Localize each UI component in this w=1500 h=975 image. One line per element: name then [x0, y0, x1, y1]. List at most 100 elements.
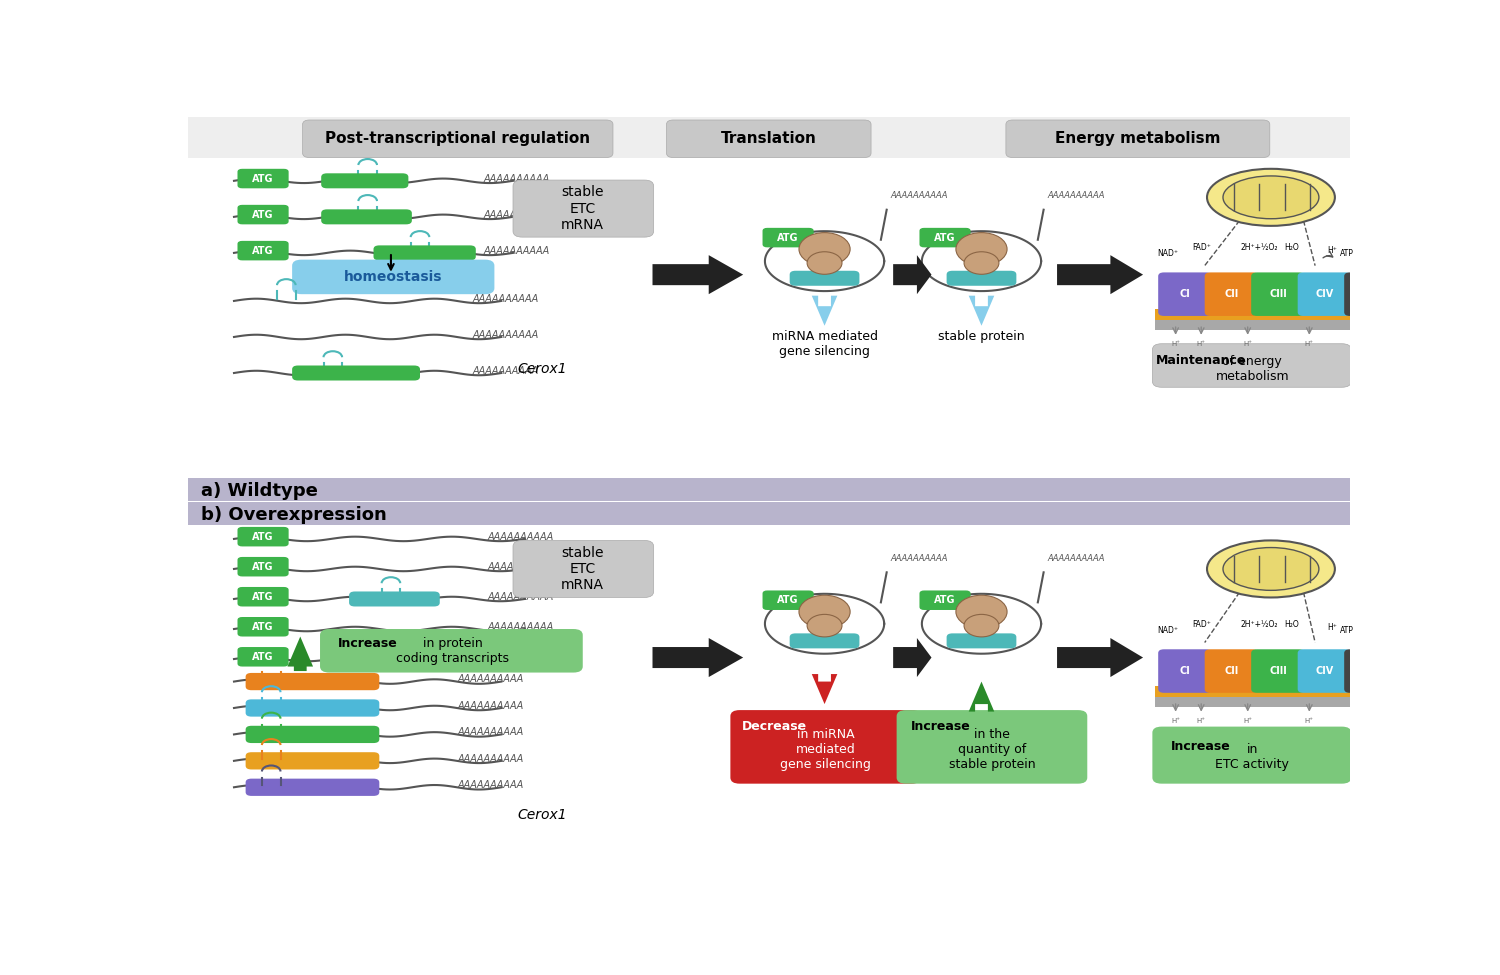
Text: AAAAAAAAAA: AAAAAAAAAA — [488, 622, 554, 632]
Text: CV: CV — [1364, 290, 1378, 299]
FancyBboxPatch shape — [1204, 272, 1258, 316]
Text: AAAAAAAAAA: AAAAAAAAAA — [458, 727, 524, 737]
FancyBboxPatch shape — [513, 540, 654, 598]
Text: Increase: Increase — [338, 637, 398, 649]
Circle shape — [956, 595, 1006, 628]
Text: Post-transcriptional regulation: Post-transcriptional regulation — [326, 132, 591, 146]
FancyBboxPatch shape — [246, 725, 380, 743]
Text: NAD⁺: NAD⁺ — [1156, 250, 1178, 258]
Ellipse shape — [1222, 548, 1318, 590]
FancyBboxPatch shape — [789, 634, 859, 648]
Text: Increase: Increase — [1172, 740, 1232, 753]
FancyBboxPatch shape — [513, 180, 654, 237]
Text: in the
quantity of
stable protein: in the quantity of stable protein — [948, 727, 1035, 770]
Text: H₂O: H₂O — [1284, 243, 1299, 253]
Text: ATG: ATG — [777, 595, 800, 605]
Circle shape — [807, 614, 842, 637]
Text: FAD⁺: FAD⁺ — [1192, 243, 1210, 253]
Ellipse shape — [1222, 176, 1318, 218]
FancyBboxPatch shape — [1204, 649, 1258, 693]
Text: miRNA mediated
gene silencing: miRNA mediated gene silencing — [771, 331, 877, 358]
Text: AAAAAAAAAA: AAAAAAAAAA — [458, 754, 524, 763]
Text: in protein
coding transcripts: in protein coding transcripts — [396, 637, 508, 665]
Bar — [188, 117, 1350, 158]
FancyBboxPatch shape — [237, 647, 288, 667]
Text: H⁺: H⁺ — [1305, 341, 1314, 347]
Text: homeostasis: homeostasis — [344, 270, 442, 284]
FancyBboxPatch shape — [1152, 344, 1352, 387]
Polygon shape — [969, 295, 994, 326]
Bar — [1155, 696, 1416, 707]
Text: AAAAAAAAAA: AAAAAAAAAA — [472, 293, 538, 303]
Text: H⁺: H⁺ — [1172, 719, 1180, 724]
FancyBboxPatch shape — [789, 271, 859, 286]
Polygon shape — [288, 637, 314, 671]
FancyBboxPatch shape — [237, 617, 288, 637]
Polygon shape — [1058, 638, 1143, 677]
Text: in miRNA
mediated
gene silencing: in miRNA mediated gene silencing — [780, 727, 871, 770]
FancyBboxPatch shape — [321, 210, 413, 224]
Text: in
ETC activity: in ETC activity — [1215, 743, 1290, 770]
Text: AAAAAAAAAA: AAAAAAAAAA — [458, 675, 524, 684]
Text: ATG: ATG — [777, 233, 800, 243]
FancyBboxPatch shape — [1007, 120, 1270, 158]
Text: Energy metabolism: Energy metabolism — [1054, 132, 1221, 146]
Text: AAAAAAAAAA: AAAAAAAAAA — [484, 210, 550, 219]
FancyBboxPatch shape — [237, 205, 288, 224]
Text: CIV: CIV — [1316, 290, 1334, 299]
Bar — [1155, 686, 1416, 696]
Polygon shape — [812, 674, 837, 704]
Text: CIV: CIV — [1316, 666, 1334, 676]
Ellipse shape — [1208, 169, 1335, 226]
FancyBboxPatch shape — [730, 710, 921, 784]
FancyBboxPatch shape — [1344, 649, 1398, 693]
FancyBboxPatch shape — [946, 271, 1017, 286]
Text: ATG: ATG — [934, 595, 956, 605]
Text: AAAAAAAAAA: AAAAAAAAAA — [890, 554, 948, 564]
FancyBboxPatch shape — [920, 228, 970, 248]
Text: NAD⁺: NAD⁺ — [1156, 626, 1178, 635]
FancyBboxPatch shape — [1152, 726, 1352, 784]
Text: AAAAAAAAAA: AAAAAAAAAA — [484, 174, 550, 183]
Text: FAD⁺: FAD⁺ — [1192, 620, 1210, 629]
Text: H⁺: H⁺ — [1328, 246, 1338, 255]
FancyBboxPatch shape — [237, 587, 288, 606]
FancyBboxPatch shape — [1344, 272, 1398, 316]
FancyBboxPatch shape — [237, 241, 288, 260]
FancyBboxPatch shape — [320, 629, 582, 673]
Text: ATG: ATG — [934, 233, 956, 243]
Text: a) Wildtype: a) Wildtype — [201, 482, 318, 500]
Text: H⁺: H⁺ — [1197, 341, 1206, 347]
Text: AAAAAAAAAA: AAAAAAAAAA — [488, 562, 554, 571]
Polygon shape — [652, 638, 742, 677]
Bar — [188, 478, 1350, 501]
FancyBboxPatch shape — [1251, 272, 1305, 316]
FancyBboxPatch shape — [946, 634, 1017, 648]
FancyBboxPatch shape — [1251, 649, 1305, 693]
Text: AAAAAAAAAA: AAAAAAAAAA — [472, 366, 538, 375]
Text: AAAAAAAAAA: AAAAAAAAAA — [484, 246, 550, 255]
Circle shape — [807, 252, 842, 274]
FancyBboxPatch shape — [762, 228, 813, 248]
Text: H⁺: H⁺ — [1244, 719, 1252, 724]
Text: H⁺: H⁺ — [1328, 623, 1338, 632]
Text: CIII: CIII — [1269, 290, 1287, 299]
Polygon shape — [652, 255, 742, 294]
FancyBboxPatch shape — [897, 710, 1088, 784]
Text: AAAAAAAAAA: AAAAAAAAAA — [472, 330, 538, 339]
Text: AAAAAAAAAA: AAAAAAAAAA — [488, 531, 554, 542]
Text: 2H⁺+½O₂: 2H⁺+½O₂ — [1240, 243, 1278, 253]
Text: b) Overexpression: b) Overexpression — [201, 506, 387, 524]
Text: AAAAAAAAAA: AAAAAAAAAA — [458, 701, 524, 711]
FancyBboxPatch shape — [292, 259, 495, 294]
Circle shape — [964, 252, 999, 274]
FancyBboxPatch shape — [1158, 649, 1212, 693]
Circle shape — [800, 233, 850, 265]
Text: Maintenance: Maintenance — [1156, 355, 1246, 368]
Text: ATG: ATG — [252, 210, 274, 219]
Text: of energy
metabolism: of energy metabolism — [1215, 355, 1288, 383]
FancyBboxPatch shape — [246, 779, 380, 796]
Circle shape — [800, 595, 850, 628]
Bar — [188, 502, 1350, 526]
Text: Translation: Translation — [722, 132, 816, 146]
